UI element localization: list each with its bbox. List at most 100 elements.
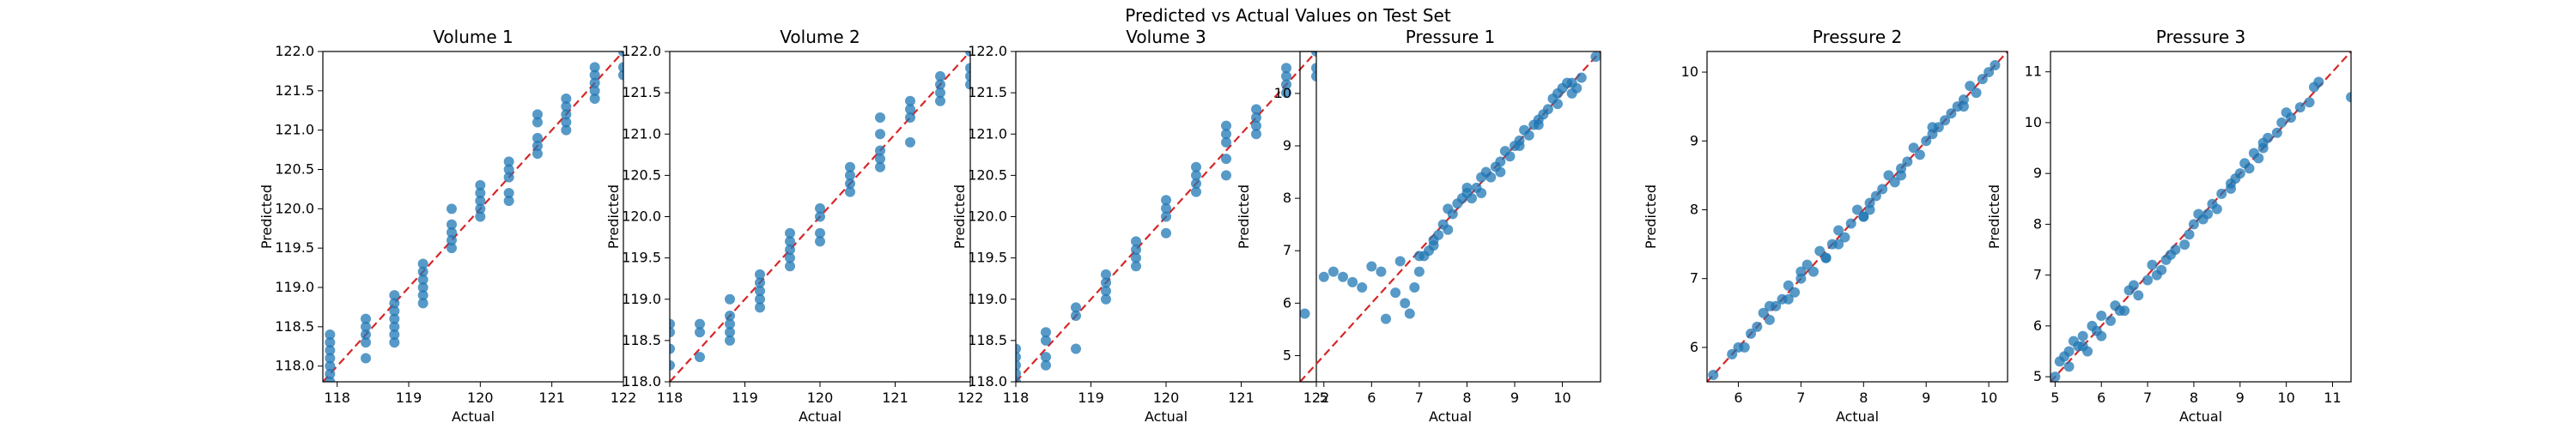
data-point bbox=[2257, 137, 2269, 148]
data-point bbox=[2063, 361, 2075, 372]
data-point bbox=[2170, 245, 2181, 255]
y-tick-label: 10 bbox=[1274, 85, 1291, 101]
data-point bbox=[561, 101, 572, 112]
data-point bbox=[389, 305, 400, 317]
data-point bbox=[1221, 136, 1231, 148]
data-point bbox=[875, 129, 885, 140]
data-point bbox=[1566, 77, 1577, 88]
data-point bbox=[1896, 170, 1907, 181]
data-point bbox=[1041, 360, 1051, 371]
data-point bbox=[1041, 352, 1051, 363]
data-point bbox=[1764, 314, 1775, 325]
y-tick-label: 121.5 bbox=[968, 84, 1007, 100]
data-point bbox=[503, 172, 514, 183]
x-axis-label: Actual bbox=[1145, 408, 1188, 425]
y-axis-label: Predicted bbox=[1986, 184, 2002, 249]
data-point bbox=[447, 227, 457, 238]
data-point bbox=[1390, 287, 1401, 299]
subplot-title: Pressure 3 bbox=[2156, 27, 2245, 47]
data-point bbox=[815, 211, 825, 222]
data-point bbox=[2294, 102, 2306, 113]
y-tick-label: 8 bbox=[1283, 190, 1291, 206]
data-point bbox=[2286, 112, 2296, 123]
data-point bbox=[1807, 266, 1819, 277]
data-point bbox=[1833, 239, 1844, 250]
data-point bbox=[325, 368, 336, 379]
x-axis-label: Actual bbox=[1836, 408, 1879, 425]
data-point bbox=[670, 318, 675, 329]
data-point bbox=[785, 261, 795, 272]
data-point bbox=[755, 277, 765, 288]
y-tick-label: 121.0 bbox=[622, 125, 661, 142]
data-point bbox=[1795, 266, 1807, 277]
data-point bbox=[389, 337, 400, 348]
y-tick-label: 7 bbox=[1690, 270, 1698, 287]
x-tick-label: 118 bbox=[324, 390, 350, 406]
y-tick-label: 6 bbox=[1283, 294, 1291, 311]
data-point bbox=[325, 329, 336, 340]
axes-frame bbox=[322, 51, 624, 383]
data-point bbox=[785, 236, 795, 247]
data-point bbox=[1281, 88, 1291, 99]
figure-title: Predicted vs Actual Values on Test Set bbox=[1125, 5, 1451, 26]
y-axis-label: Predicted bbox=[605, 184, 622, 249]
x-tick-label: 5 bbox=[2050, 390, 2059, 406]
data-point bbox=[875, 154, 885, 165]
x-tick-label: 7 bbox=[2143, 390, 2152, 406]
data-point bbox=[1251, 112, 1261, 123]
data-point bbox=[1251, 129, 1261, 140]
data-point bbox=[2050, 372, 2061, 382]
data-point bbox=[755, 286, 765, 297]
data-point bbox=[1504, 151, 1516, 162]
data-point bbox=[2313, 76, 2324, 88]
y-tick-label: 5 bbox=[2033, 368, 2042, 384]
data-point bbox=[2142, 275, 2154, 286]
y-tick-label: 119.5 bbox=[968, 250, 1007, 266]
data-point bbox=[1908, 142, 1919, 154]
data-point bbox=[447, 235, 457, 245]
data-point bbox=[1381, 313, 1391, 324]
data-point bbox=[1394, 256, 1406, 267]
data-point bbox=[1281, 70, 1291, 82]
data-point bbox=[1852, 204, 1862, 215]
data-point bbox=[1016, 352, 1021, 363]
data-point bbox=[1221, 170, 1231, 181]
data-point bbox=[1514, 141, 1525, 151]
data-point bbox=[475, 188, 486, 198]
y-tick-label: 122.0 bbox=[968, 43, 1007, 59]
x-tick-label: 119 bbox=[1078, 390, 1104, 406]
data-point bbox=[1300, 308, 1310, 319]
data-point bbox=[325, 377, 336, 382]
data-point bbox=[1921, 136, 1932, 147]
data-point bbox=[2063, 346, 2075, 357]
data-point bbox=[1161, 211, 1171, 222]
data-point bbox=[2253, 153, 2264, 164]
x-tick-label: 9 bbox=[2236, 390, 2245, 406]
data-point bbox=[1789, 287, 1801, 298]
data-point bbox=[935, 70, 945, 82]
data-point bbox=[475, 211, 486, 222]
data-point bbox=[1221, 154, 1231, 165]
y-axis-label: Predicted bbox=[1236, 184, 1252, 249]
data-point bbox=[361, 321, 371, 332]
data-point bbox=[695, 352, 705, 363]
data-point bbox=[1413, 266, 1425, 277]
x-tick-label: 121 bbox=[882, 390, 908, 406]
y-tick-label: 7 bbox=[2033, 267, 2042, 283]
x-axis-label: Actual bbox=[799, 408, 841, 425]
y-axis-label: Predicted bbox=[1643, 184, 1659, 249]
x-tick-label: 8 bbox=[2190, 390, 2198, 406]
data-point bbox=[561, 117, 572, 128]
data-point bbox=[1946, 108, 1957, 119]
data-point bbox=[2346, 92, 2351, 103]
y-tick-label: 119.5 bbox=[275, 239, 314, 256]
reference-line bbox=[323, 51, 623, 382]
data-point bbox=[965, 51, 970, 57]
data-point bbox=[1833, 225, 1844, 236]
data-point bbox=[1016, 377, 1021, 382]
data-point bbox=[589, 69, 600, 81]
data-point bbox=[417, 274, 428, 285]
data-point bbox=[2193, 208, 2204, 220]
data-point bbox=[1404, 308, 1415, 319]
data-point bbox=[361, 313, 371, 324]
